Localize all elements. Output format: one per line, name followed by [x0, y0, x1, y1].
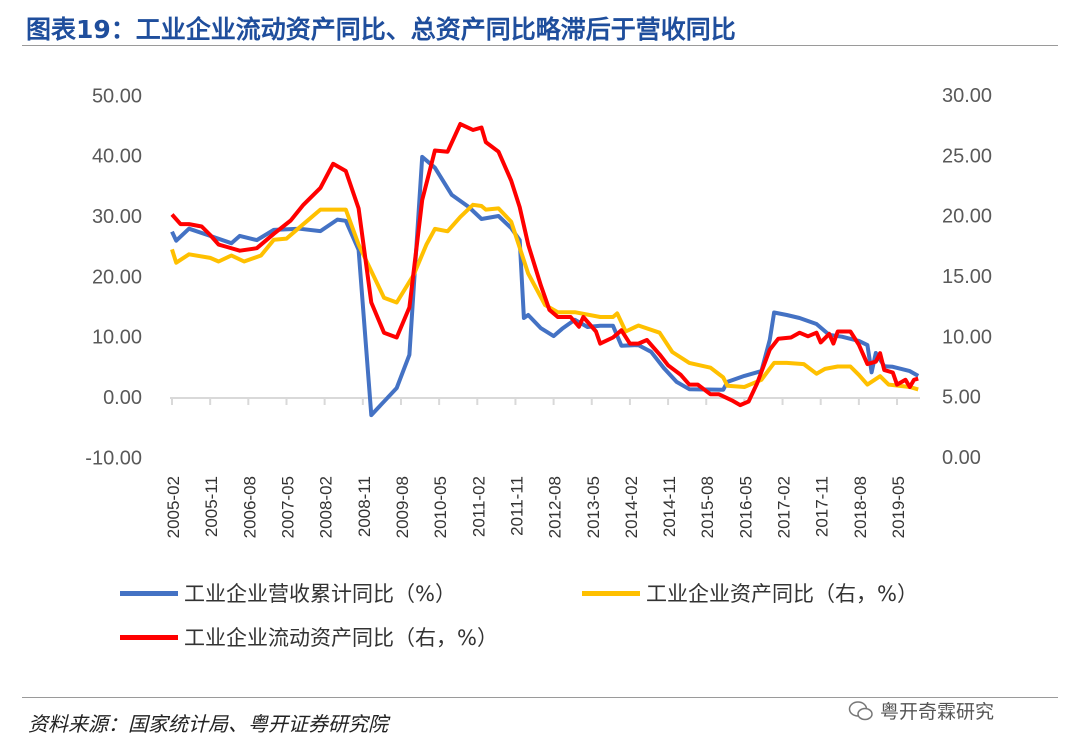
wechat-icon [848, 700, 873, 720]
legend-label: 工业企业资产同比（右，%） [646, 582, 918, 606]
x-axis-tick-label: 2017-02 [775, 476, 794, 538]
x-axis-tick-label: 2007-05 [278, 476, 297, 538]
left-axis-tick-label: 20.00 [92, 266, 142, 288]
left-axis-tick-label: 10.00 [92, 327, 142, 349]
x-axis-tick-label: 2015-08 [698, 476, 717, 538]
x-axis-tick-label: 2008-11 [355, 476, 374, 537]
legend-item-revenue: 工业企业营收累计同比（%） [120, 578, 456, 608]
right-axis-tick-label: 10.00 [942, 326, 992, 348]
right-axis-tick-label: 20.00 [942, 206, 992, 228]
x-axis-tick-label: 2018-08 [851, 476, 870, 538]
x-axis-tick-label: 2017-11 [813, 476, 832, 537]
legend-swatch-current-assets [120, 634, 178, 640]
watermark-text: 粤开奇霖研究 [880, 701, 995, 723]
x-axis-tick-label: 2019-05 [889, 476, 908, 538]
x-axis-tick-label: 2011-02 [469, 476, 488, 537]
left-axis-tick-label: 0.00 [103, 387, 142, 409]
legend-label: 工业企业营收累计同比（%） [184, 582, 456, 606]
chart-title: 图表19：工业企业流动资产同比、总资产同比略滞后于营收同比 [26, 15, 736, 44]
footer-divider [22, 697, 1058, 698]
legend-item-current-assets: 工业企业流动资产同比（右，%） [120, 622, 498, 652]
right-axis-tick-label: 15.00 [942, 266, 992, 288]
left-axis-tick-label: 40.00 [92, 146, 142, 168]
right-axis-tick-label: 30.00 [942, 85, 992, 107]
series-line-1 [170, 202, 919, 392]
series-line-0 [170, 154, 920, 418]
x-axis-tick-label: 2011-11 [507, 476, 526, 536]
series-line-2 [170, 122, 919, 408]
source-note: 资料来源：国家统计局、粤开证券研究院 [28, 712, 388, 736]
line-chart: 50.00 40.00 30.00 20.00 10.00 0.00 -10.00 30.00… [85, 85, 992, 538]
legend-label: 工业企业流动资产同比（右，%） [184, 626, 498, 650]
left-axis-tick-label: 50.00 [92, 85, 142, 107]
left-axis-tick-label: 30.00 [92, 206, 142, 228]
legend-swatch-assets [582, 590, 640, 596]
title-divider [22, 45, 1058, 46]
x-axis-tick-label: 2014-02 [622, 476, 641, 538]
legend-item-assets: 工业企业资产同比（右，%） [582, 578, 918, 608]
x-axis-tick-label: 2012-08 [546, 476, 565, 538]
right-axis-tick-label: 5.00 [942, 387, 981, 409]
x-axis-tick-label: 2005-11 [202, 476, 221, 537]
left-axis-tick-label: -10.00 [85, 447, 142, 469]
x-axis-tick-label: 2014-11 [660, 476, 679, 537]
x-axis-tick-label: 2009-08 [393, 476, 412, 538]
right-axis-tick-label: 25.00 [942, 145, 992, 167]
x-axis-tick-label: 2013-05 [584, 476, 603, 538]
x-axis-tick-label: 2005-02 [164, 476, 183, 538]
x-axis-tick-label: 2008-02 [317, 476, 336, 538]
right-axis-tick-label: 0.00 [942, 447, 981, 469]
watermark: 粤开奇霖研究 [848, 697, 994, 724]
legend-swatch-revenue [120, 590, 178, 596]
x-axis-tick-label: 2016-05 [736, 476, 755, 538]
x-axis-tick-label: 2010-05 [431, 476, 450, 538]
x-axis-tick-label: 2006-08 [240, 476, 259, 538]
